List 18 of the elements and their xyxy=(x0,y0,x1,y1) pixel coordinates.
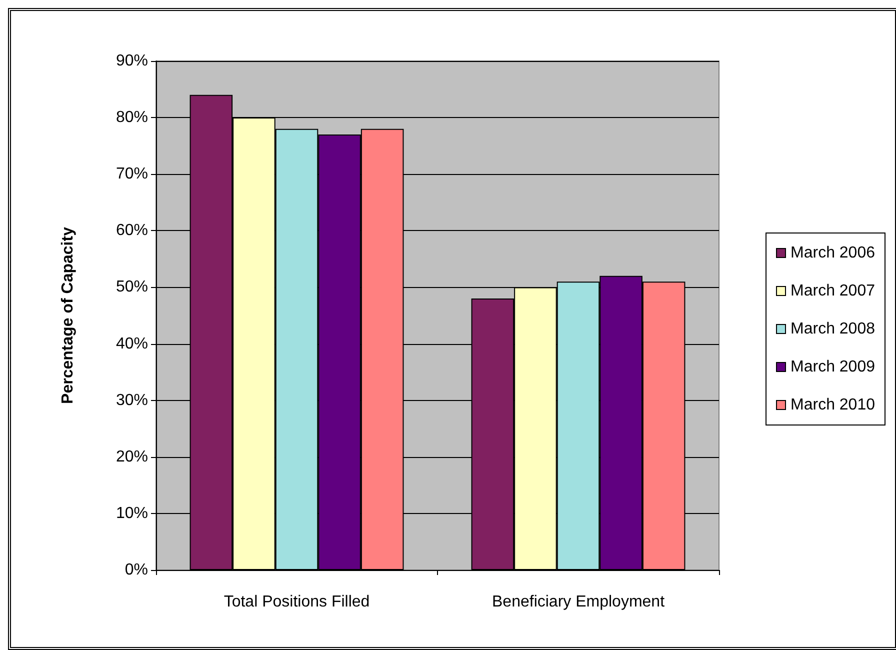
y-tick-label: 70% xyxy=(116,166,148,183)
y-tick-label: 10% xyxy=(116,504,148,522)
y-tick-label: 50% xyxy=(116,278,148,296)
legend-label: March 2008 xyxy=(790,320,876,338)
y-axis-title: Percentage of Capacity xyxy=(60,226,76,404)
y-tick-label: 20% xyxy=(116,448,148,466)
y-tick-label: 60% xyxy=(116,222,148,240)
legend-label: March 2007 xyxy=(790,282,876,300)
y-tick-label: 90% xyxy=(116,52,148,70)
legend-label: March 2006 xyxy=(790,244,876,262)
legend-label: March 2010 xyxy=(790,396,876,414)
x-tick-label: Total Positions Filled xyxy=(224,594,370,610)
y-tick-label: 40% xyxy=(116,335,148,352)
x-tick-label: Beneficiary Employment xyxy=(492,594,666,610)
y-tick-label: 80% xyxy=(116,109,148,126)
y-tick-label: 0% xyxy=(124,562,148,578)
legend-label: March 2009 xyxy=(790,358,876,376)
y-tick-label: 30% xyxy=(116,392,148,409)
